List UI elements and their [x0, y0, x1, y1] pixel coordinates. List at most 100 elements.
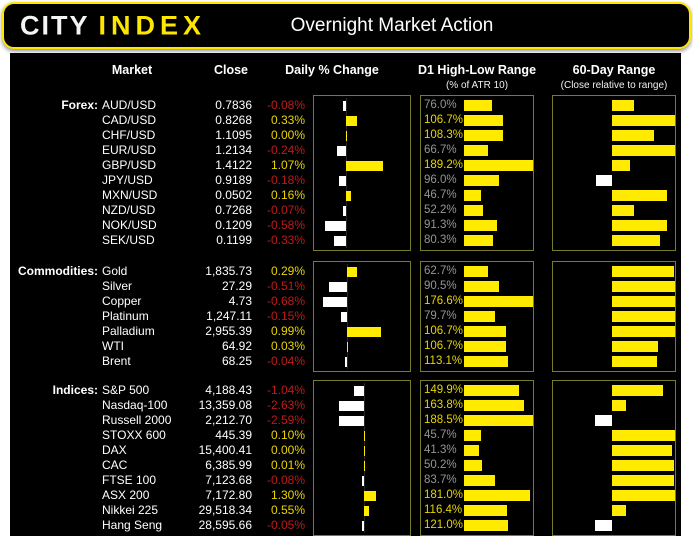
range-60day-bar: [594, 415, 612, 426]
market-name: Gold: [102, 264, 128, 278]
range-60day-bar: [612, 430, 675, 441]
table-row: CAD/USD 0.8268 0.33%: [10, 113, 313, 128]
close-value: 15,400.41: [198, 443, 252, 457]
daily-change-bar: [345, 190, 352, 201]
daily-zero-line: [363, 518, 365, 533]
section-label: Commodities:: [17, 264, 98, 278]
range-60day-bar: [612, 385, 664, 396]
market-name: MXN/USD: [102, 188, 158, 202]
range-60day-bar: [612, 205, 635, 216]
d1-range-value: 76.0%: [424, 99, 457, 111]
daily-change-cell: [314, 443, 410, 458]
d1-range-cell: 50.2%: [421, 458, 533, 473]
section-label: [10, 203, 98, 218]
table-row: Silver 27.29 -0.51%: [10, 279, 313, 294]
daily-zero-line: [345, 98, 347, 113]
table-row: DAX 15,400.41 0.00%: [10, 443, 313, 458]
market-name: Nikkei 225: [102, 503, 159, 517]
table-row: GBP/USD 1.4122 1.07%: [10, 158, 313, 173]
d1-range-bar: [464, 430, 481, 441]
market-name: STOXX 600: [102, 428, 166, 442]
range-60day-bar: [612, 296, 675, 307]
section-forex: Forex: AUD/USD 0.7836 -0.08% CAD/USD 0.8268 0.…: [10, 95, 681, 251]
d1-range-value: 83.7%: [424, 474, 457, 486]
daily-change-cell: [314, 98, 410, 113]
table-row: NOK/USD 0.1209 -0.58%: [10, 218, 313, 233]
market-name: SEK/USD: [102, 233, 155, 247]
daily-change-value: -0.05%: [266, 518, 305, 532]
daily-change-bar: [328, 281, 347, 292]
daily-change-value: 1.30%: [270, 488, 305, 502]
range-60day-bar: [612, 475, 674, 486]
daily-change-value: -2.63%: [266, 398, 305, 412]
daily-change-bar: [345, 115, 358, 126]
range-60day-bar: [612, 130, 655, 141]
close-value: 2,212.70: [205, 413, 252, 427]
d1-range-cell: 52.2%: [421, 203, 533, 218]
close-value: 68.25: [221, 354, 252, 368]
d1-range-cell: 121.0%: [421, 518, 533, 533]
d1-range-value: 106.7%: [424, 114, 464, 126]
daily-change-bar: [322, 296, 347, 307]
d1-range-bar: [464, 490, 531, 501]
market-name: AUD/USD: [102, 98, 157, 112]
section-label: [10, 158, 98, 173]
d1-range-bar: [464, 505, 507, 516]
d1-range-cell: 62.7%: [421, 264, 533, 279]
d1-range-bar: [464, 385, 519, 396]
daily-change-cell: [314, 503, 410, 518]
market-name: DAX: [102, 443, 127, 457]
close-value: 27.29: [221, 279, 252, 293]
daily-change-value: 0.03%: [270, 339, 305, 353]
d1-range-bar: [464, 460, 483, 471]
report-body: Market Close Daily % Change D1 High-Low …: [10, 53, 681, 536]
daily-change-cell: [314, 518, 410, 533]
daily-change-bar: [345, 160, 384, 171]
daily-zero-line: [345, 173, 347, 188]
daily-change-cell: [314, 458, 410, 473]
table-row: WTI 64.92 0.03%: [10, 339, 313, 354]
d1-range-value: 176.6%: [424, 295, 464, 307]
d1-range-bar: [464, 160, 533, 171]
range-60day-cell: [553, 143, 675, 158]
d1-range-cell: 41.3%: [421, 443, 533, 458]
section-label: [10, 398, 98, 413]
table-row: Platinum 1,247.11 -0.15%: [10, 309, 313, 324]
table-row: Copper 4.73 -0.68%: [10, 294, 313, 309]
close-value: 28,595.66: [198, 518, 252, 532]
range-60day-bar: [612, 341, 658, 352]
table-row: CHF/USD 1.1095 0.00%: [10, 128, 313, 143]
daily-zero-line: [345, 143, 347, 158]
range-60day-cell: [553, 173, 675, 188]
d1-range-value: 52.2%: [424, 204, 457, 216]
d1-range-bar: [464, 115, 503, 126]
daily-change-bar: [363, 505, 370, 516]
market-name: FTSE 100: [102, 473, 157, 487]
column-header-60day-range: 60-Day Range: [572, 63, 656, 77]
daily-change-value: -0.51%: [266, 279, 305, 293]
daily-change-value: -0.24%: [266, 143, 305, 157]
section-label: [10, 218, 98, 233]
daily-change-panel: [313, 95, 411, 251]
daily-change-value: -0.04%: [266, 354, 305, 368]
range-60day-bar: [612, 281, 675, 292]
daily-change-value: -0.08%: [266, 98, 305, 112]
close-value: 29,518.34: [198, 503, 252, 517]
range-60day-cell: [553, 458, 675, 473]
d1-range-cell: 149.9%: [421, 383, 533, 398]
daily-change-cell: [314, 279, 410, 294]
range-60day-bar: [612, 235, 660, 246]
d1-range-bar: [464, 445, 480, 456]
close-value: 7,172.80: [205, 488, 252, 502]
section-label: [10, 503, 98, 518]
d1-range-cell: 106.7%: [421, 324, 533, 339]
daily-change-cell: [314, 173, 410, 188]
daily-change-cell: [314, 473, 410, 488]
daily-zero-line: [345, 233, 347, 248]
d1-range-bar: [464, 235, 494, 246]
d1-range-cell: 116.4%: [421, 503, 533, 518]
section-label: [10, 294, 98, 309]
section-text-columns: Indices: S&P 500 4,188.43 -1.04% Nasdaq-100 1…: [10, 380, 313, 536]
range-60day-bar: [612, 190, 667, 201]
section-label: [10, 113, 98, 128]
